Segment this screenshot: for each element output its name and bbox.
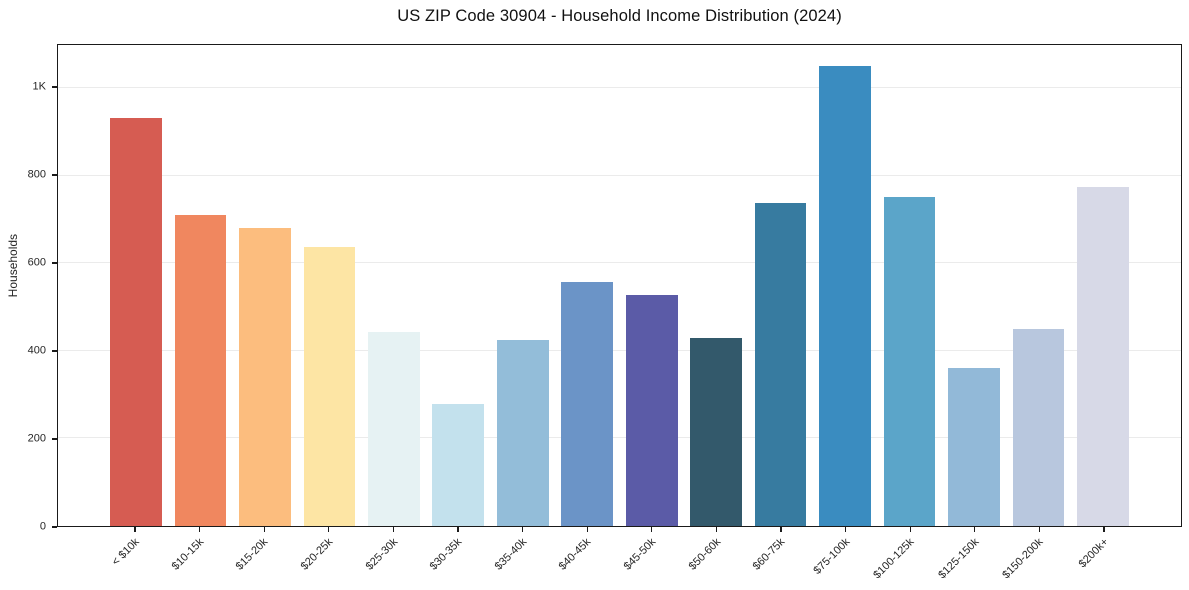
x-tick-mark (1103, 527, 1105, 532)
x-tick-label: $50-60k (686, 536, 723, 573)
bars-container (58, 45, 1181, 526)
x-tick-mark (586, 527, 588, 532)
bar-slot (748, 45, 812, 526)
bar-slot (297, 45, 361, 526)
y-tick-mark (52, 438, 57, 440)
bar (561, 282, 614, 526)
bar (1012, 328, 1065, 526)
x-tick-mark (392, 527, 395, 532)
y-axis: Households 0 200 400 600 800 1K (0, 44, 57, 532)
bar-slot (362, 45, 426, 526)
x-tick-label: $60-75k (750, 536, 788, 573)
x-tick-mark (780, 527, 782, 532)
bar-slot (942, 45, 1006, 526)
bar (819, 66, 871, 526)
x-tick-label: < $10k (109, 536, 142, 569)
x-tick-label: $40-45k (557, 536, 594, 573)
bar (690, 338, 742, 526)
x-tick-mark (715, 527, 718, 532)
bar-slot (168, 45, 232, 526)
x-tick-mark (328, 527, 330, 532)
bar-slot (1006, 45, 1070, 526)
x-tick-mark (844, 527, 847, 532)
y-tick-label: 200 (27, 432, 46, 445)
y-tick-label: 0 (39, 520, 46, 533)
bar-slot (426, 45, 490, 526)
y-axis-label: Households (6, 233, 20, 298)
bar-slot (1071, 45, 1135, 526)
x-tick-label: $30-35k (427, 536, 465, 573)
bar-slot (877, 45, 941, 526)
y-tick-label: 600 (27, 256, 46, 269)
bar-slot (813, 45, 877, 526)
gridline (58, 262, 1181, 264)
x-axis: < $10k $10-15k $15-20k $20-25k $25-30k $30-35… (57, 527, 1182, 590)
x-tick-label: $10-15k (169, 536, 207, 573)
y-tick-mark (52, 526, 57, 528)
gridline (58, 437, 1181, 439)
x-tick-mark (198, 527, 201, 532)
bar (110, 117, 162, 526)
x-tick-label: $200k+ (1076, 536, 1111, 571)
bar-slot (104, 45, 168, 526)
y-tick-label: 1K (32, 80, 46, 93)
x-tick-label: $75-100k (811, 536, 853, 577)
bar (883, 197, 936, 526)
bar (239, 228, 291, 526)
bar (625, 294, 678, 526)
bar-slot (619, 45, 683, 526)
y-tick-mark (52, 174, 57, 176)
bar-slot (684, 45, 748, 526)
bar (754, 202, 807, 526)
x-tick-label: $45-50k (621, 536, 659, 573)
gridline (58, 349, 1181, 351)
x-tick-label: $35-40k (492, 536, 530, 573)
bar (1077, 186, 1129, 526)
bar-slot (555, 45, 619, 526)
bar (948, 368, 1000, 526)
y-tick-mark (52, 350, 57, 352)
gridline (58, 86, 1181, 88)
y-tick-mark (52, 262, 57, 264)
x-tick-mark (974, 527, 976, 532)
x-tick-mark (521, 527, 524, 532)
x-tick-mark (909, 527, 911, 532)
bar (367, 331, 420, 526)
bar-slot (233, 45, 297, 526)
x-tick-mark (263, 527, 265, 532)
bar (496, 340, 549, 526)
plot-area (57, 44, 1182, 527)
y-tick-mark (52, 86, 57, 88)
x-tick-label: $15-20k (234, 536, 271, 573)
x-tick-mark (1038, 527, 1041, 532)
x-tick-label: $20-25k (298, 536, 336, 573)
bar (174, 214, 227, 526)
x-tick-label: $25-30k (363, 536, 400, 573)
x-tick-label: $150-200k (1000, 536, 1046, 582)
x-tick-label: $100-125k (871, 536, 917, 582)
x-tick-mark (457, 527, 459, 532)
gridline (58, 174, 1181, 176)
y-tick-label: 800 (27, 168, 46, 181)
bar-slot (491, 45, 555, 526)
x-tick-label: $125-150k (936, 536, 982, 582)
bar (432, 404, 485, 526)
chart-title: US ZIP Code 30904 - Household Income Dis… (397, 7, 842, 25)
x-tick-mark (651, 527, 653, 532)
bar (303, 246, 356, 526)
y-tick-label: 400 (27, 344, 46, 357)
x-tick-mark (134, 527, 136, 532)
